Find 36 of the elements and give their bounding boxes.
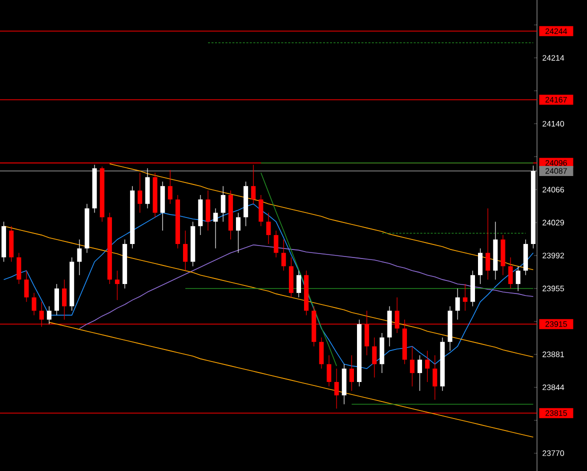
candlestick (266, 212, 271, 244)
candlestick (213, 208, 218, 249)
candlestick (168, 170, 172, 204)
candlestick (418, 354, 422, 392)
candlestick (281, 239, 286, 271)
candlestick (372, 337, 377, 378)
candlestick (183, 230, 188, 271)
candlestick (432, 354, 438, 400)
candlestick (319, 337, 324, 369)
candlestick (516, 266, 520, 292)
candlestick (486, 208, 490, 280)
candlestick (425, 350, 430, 382)
candlestick (296, 270, 302, 298)
candlestick (16, 252, 22, 284)
candlestick (138, 172, 142, 214)
line-series (260, 172, 337, 366)
candlestick (46, 306, 52, 324)
candlestick (32, 292, 36, 316)
candlestick (326, 354, 332, 387)
candlestick (236, 212, 241, 254)
candlestick (114, 270, 120, 300)
candlestick (462, 284, 468, 312)
candlestick (220, 186, 226, 222)
candlestick (274, 230, 278, 258)
candlestick (334, 368, 339, 409)
candlestick (24, 270, 29, 302)
candlestick (455, 288, 460, 320)
candlestick (349, 354, 354, 392)
candlestick (54, 284, 59, 316)
candlestick (478, 248, 483, 284)
candlestick (206, 190, 210, 231)
candlestick (410, 346, 414, 387)
candlestick (62, 279, 67, 320)
candlestick (258, 194, 264, 226)
candlestick (508, 257, 513, 289)
candlestick (77, 239, 82, 276)
